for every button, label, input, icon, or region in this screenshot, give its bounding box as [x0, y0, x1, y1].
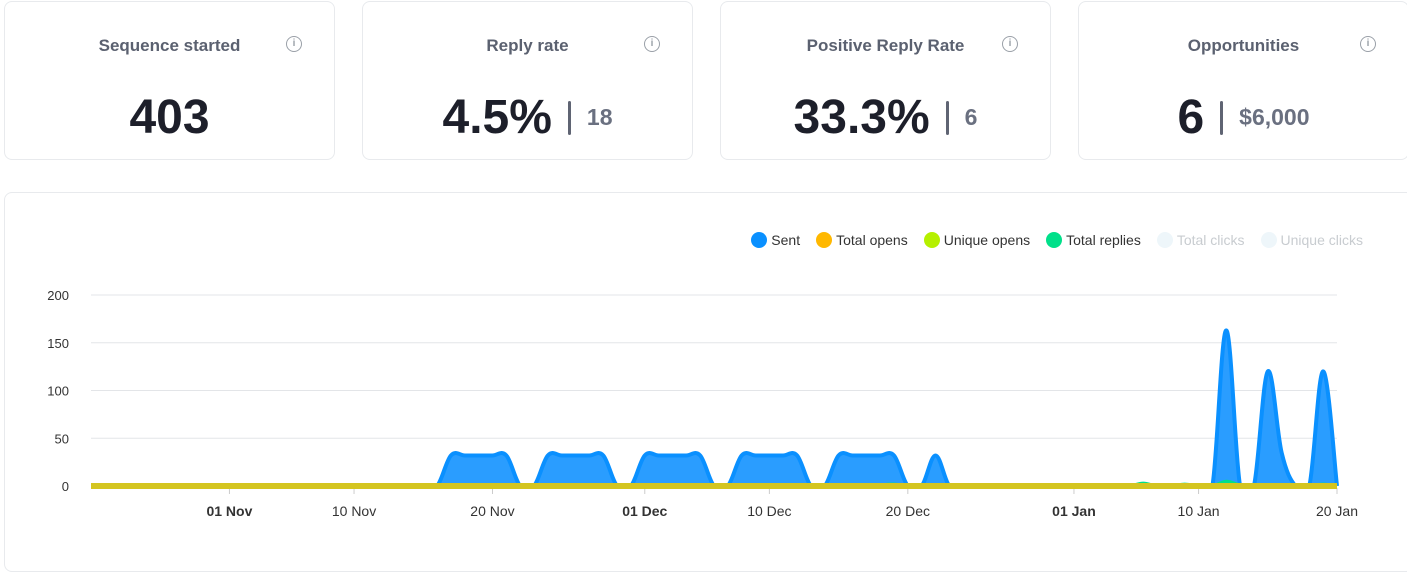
y-tick-label: 150 [47, 336, 69, 351]
chart-legend: Sent Total opens Unique opens Total replies… [751, 232, 1363, 248]
legend-item[interactable]: Total clicks [1156, 232, 1245, 248]
legend-label: Total replies [1066, 232, 1141, 248]
legend-label: Total clicks [1176, 232, 1245, 248]
series-area-sent [91, 330, 1337, 486]
card-opportunities: Opportunities i 6 $6,000 [1078, 1, 1407, 160]
info-icon[interactable]: i [286, 36, 302, 52]
legend-label: Sent [771, 232, 801, 248]
card-subvalue: 18 [586, 104, 613, 130]
y-tick-label: 0 [62, 479, 69, 494]
y-tick-label: 200 [47, 288, 69, 303]
legend-dot-icon [923, 232, 940, 248]
x-tick-label: 01 Dec [622, 503, 667, 519]
card-value: 6 [1177, 91, 1205, 144]
legend-dot-icon [751, 232, 768, 248]
card-title: Sequence started [98, 36, 241, 55]
legend-label: Unique clicks [1280, 232, 1363, 248]
x-tick-label: 01 Jan [1052, 503, 1096, 519]
legend-dot-icon [1156, 232, 1173, 248]
card-title: Reply rate [486, 36, 569, 55]
x-tick-label: 01 Nov [206, 503, 252, 519]
info-icon[interactable]: i [1002, 36, 1018, 52]
card-value: 4.5% [442, 91, 552, 144]
legend-item[interactable]: Unique opens [923, 232, 1031, 248]
legend-dot-icon [1046, 232, 1063, 248]
card-subvalue: 6 [964, 104, 978, 130]
divider [945, 100, 949, 135]
divider [1220, 100, 1224, 135]
legend-label: Total opens [836, 232, 908, 248]
series-line-sent [91, 328, 1339, 488]
legend-item[interactable]: Sent [751, 232, 800, 248]
card-subvalue: $6,000 [1239, 104, 1310, 130]
card-title: Opportunities [1187, 36, 1300, 55]
legend-dot-icon [816, 232, 833, 248]
x-tick-label: 10 Jan [1178, 503, 1220, 519]
legend-item[interactable]: Total replies [1046, 232, 1141, 248]
legend-item[interactable]: Total opens [816, 232, 908, 248]
card-value: 403 [129, 91, 210, 144]
card-positive-reply-rate: Positive Reply Rate i 33.3% 6 [720, 1, 1051, 160]
x-tick-label: 10 Nov [332, 503, 376, 519]
divider [567, 100, 571, 135]
x-tick-label: 20 Dec [886, 503, 930, 519]
y-tick-label: 100 [47, 384, 69, 399]
y-tick-label: 50 [55, 431, 69, 446]
info-icon[interactable]: i [1360, 36, 1376, 52]
info-icon[interactable]: i [644, 36, 660, 52]
x-tick-label: 20 Jan [1316, 503, 1358, 519]
card-reply-rate: Reply rate i 4.5% 18 [362, 1, 693, 160]
card-title: Positive Reply Rate [806, 36, 965, 55]
card-value: 33.3% [793, 91, 930, 144]
legend-dot-icon [1260, 232, 1277, 248]
legend-item[interactable]: Unique clicks [1260, 232, 1363, 248]
x-tick-label: 10 Dec [747, 503, 791, 519]
card-sequence-started: Sequence started i 403 [4, 1, 335, 160]
legend-label: Unique opens [943, 232, 1031, 248]
x-tick-label: 20 Nov [470, 503, 514, 519]
